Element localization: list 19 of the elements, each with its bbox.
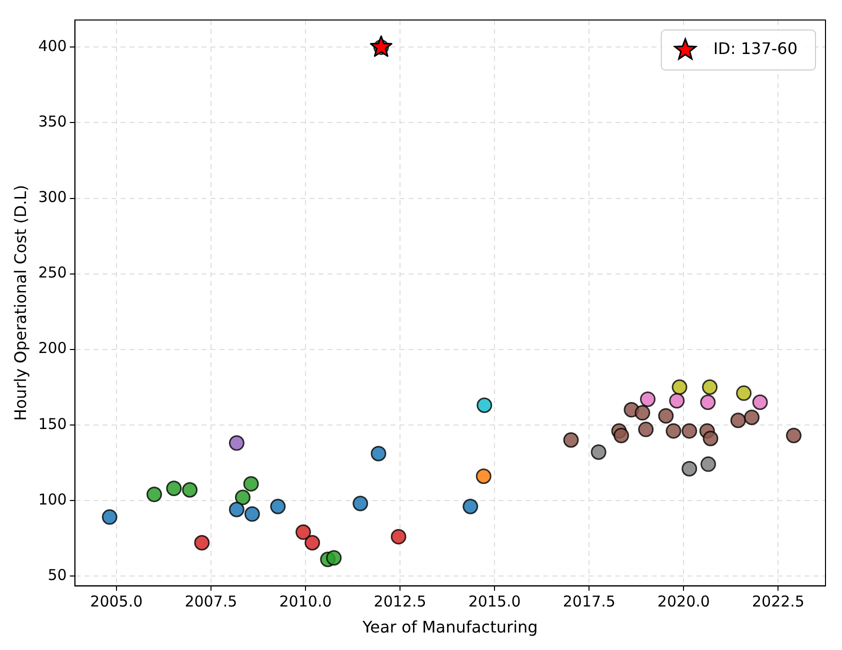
legend-label: ID: 137-60 [713, 39, 798, 58]
y-tick-label: 400 [38, 37, 67, 56]
x-tick-label: 2020.0 [657, 592, 710, 611]
y-tick-label: 100 [38, 490, 67, 508]
y-tick-label: 150 [38, 414, 67, 433]
x-tick-label: 2017.5 [562, 592, 616, 611]
y-axis-title: Hourly Operational Cost (D.L) [10, 184, 30, 421]
y-tick-label: 350 [38, 112, 67, 131]
x-tick-label: 2010.0 [279, 592, 332, 611]
x-tick-label: 2007.5 [184, 592, 238, 611]
y-tick-label: 250 [38, 264, 67, 282]
y-tick-label: 200 [38, 339, 67, 358]
x-axis-title: Year of Manufacturing [362, 618, 538, 637]
x-tick-label: 2012.5 [374, 592, 426, 611]
x-tick-label: 2005.0 [90, 592, 143, 611]
y-tick-label: 300 [38, 188, 67, 206]
x-tick-label: 2022.5 [752, 592, 804, 611]
y-tick-label: 50 [48, 566, 67, 584]
x-tick-label: 2015.0 [468, 592, 521, 611]
